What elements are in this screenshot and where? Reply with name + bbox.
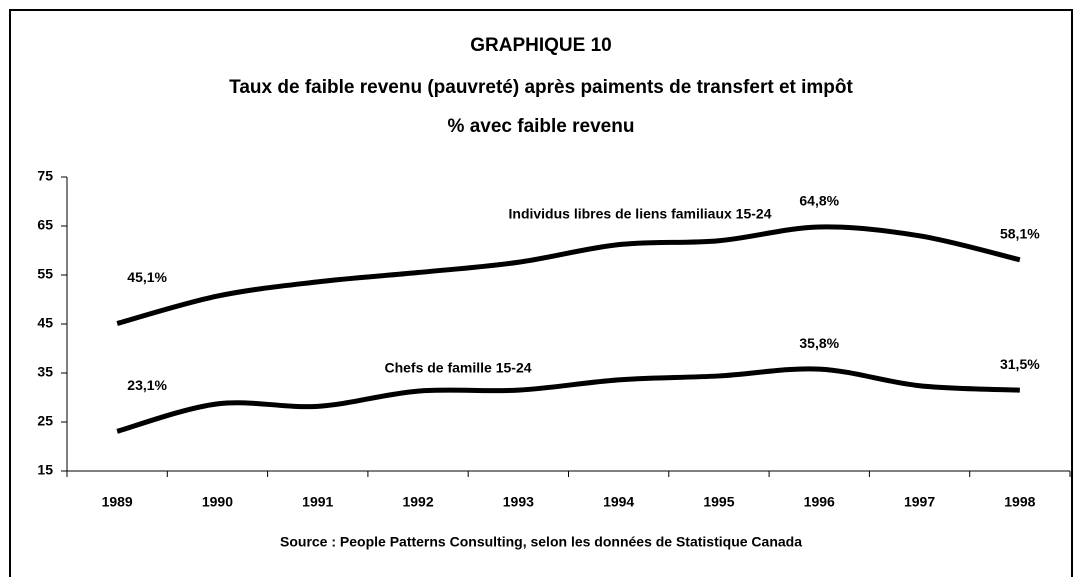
data-label: 31,5% [1000,356,1040,372]
x-tick-label: 1989 [102,494,133,510]
x-tick-label: 1998 [1004,494,1035,510]
y-axis-title: % avec faible revenu [448,116,635,137]
y-tick-label: 45 [37,315,53,331]
y-tick-label: 75 [37,168,53,184]
chart-title: GRAPHIQUE 10 [470,35,611,56]
data-label: 35,8% [799,335,839,351]
source: Source : People Patterns Consulting, sel… [280,534,802,550]
chart-subtitle: Taux de faible revenu (pauvreté) après p… [229,77,853,98]
x-tick-label: 1997 [904,494,935,510]
x-tick-label: 1990 [202,494,233,510]
line [116,366,1020,434]
x-tick-label: 1994 [603,494,634,510]
x-tick-label: 1995 [703,494,734,510]
y-tick-label: 25 [37,413,53,429]
data-label: 64,8% [799,193,839,209]
y-tick-label: 65 [37,217,53,233]
frame [9,9,1073,577]
y-tick-label: 35 [37,364,53,380]
x-tick-label: 1996 [804,494,835,510]
x-tick-label: 1993 [503,494,534,510]
data-label: 58,1% [1000,226,1040,242]
line [116,224,1021,326]
data-label: 23,1% [127,377,167,393]
y-tick-label: 15 [37,462,53,478]
series-label: Individus libres de liens familiaux 15-2… [509,206,772,222]
x-tick-label: 1991 [302,494,333,510]
x-tick-label: 1992 [402,494,433,510]
series-label: Chefs de famille 15-24 [384,360,531,376]
data-label: 45,1% [127,269,167,285]
y-tick-label: 55 [37,266,53,282]
